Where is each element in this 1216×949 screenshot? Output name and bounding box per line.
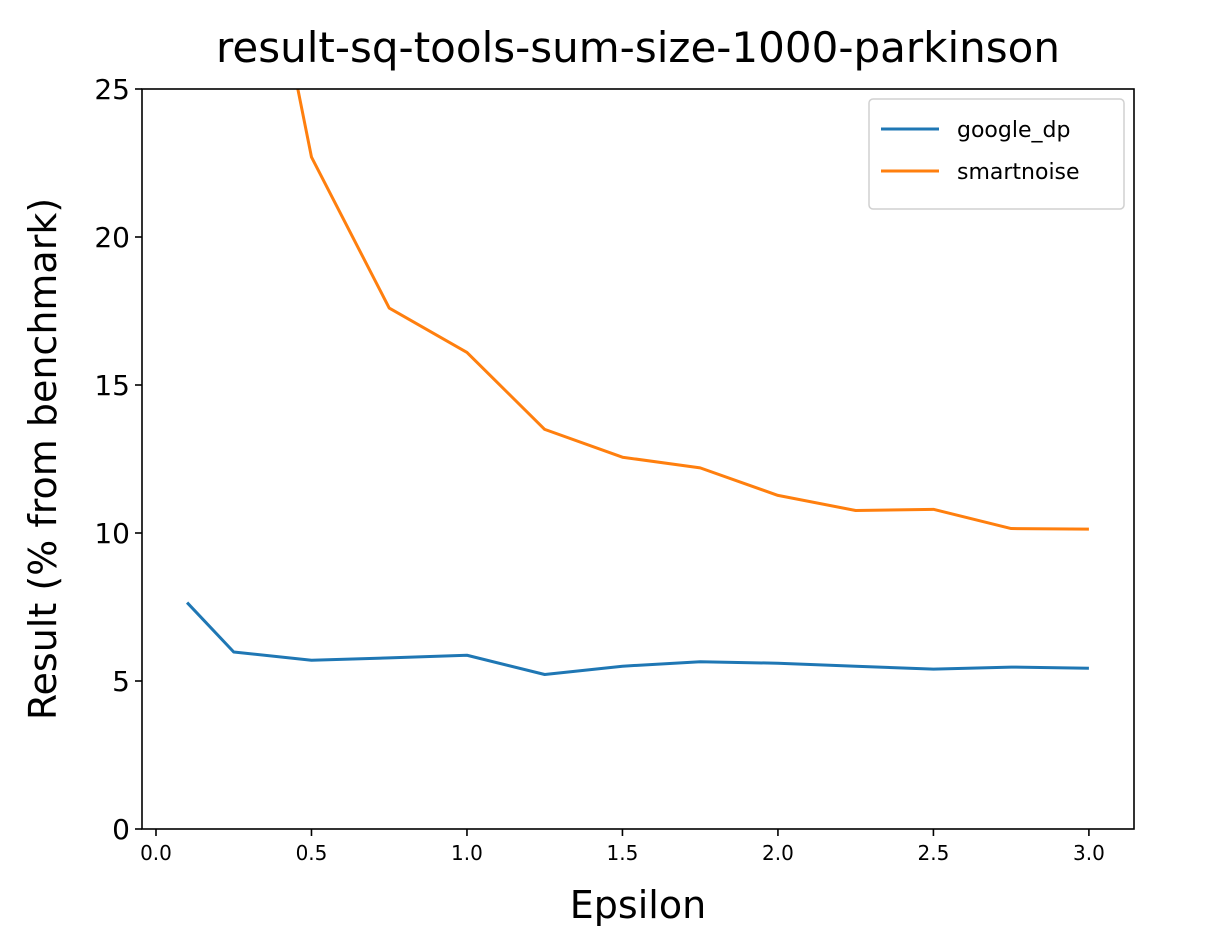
plot-lines: [186, 89, 1089, 676]
series-line: [296, 89, 1089, 531]
y-tick-label: 20: [94, 221, 130, 254]
x-tick-label: 1.0: [451, 841, 483, 865]
x-tick-label: 2.5: [918, 841, 950, 865]
x-axis-label: Epsilon: [570, 883, 706, 927]
plot-frame: [141, 88, 1135, 830]
legend-label: google_dp: [957, 118, 1070, 143]
y-tick-label: 0: [112, 813, 130, 846]
x-tick-label: 0.0: [140, 841, 172, 865]
x-tick-label: 0.5: [296, 841, 328, 865]
y-tick-label: 5: [112, 665, 130, 698]
x-tick-label: 1.5: [607, 841, 639, 865]
y-tick-label: 15: [94, 369, 130, 402]
x-tick-label: 3.0: [1073, 841, 1105, 865]
chart-title: result-sq-tools-sum-size-1000-parkinson: [216, 23, 1060, 72]
y-axis-label: Result (% from benchmark): [21, 198, 65, 720]
legend-label: smartnoise: [957, 160, 1080, 185]
y-tick-label: 10: [94, 517, 130, 550]
legend-box: [868, 98, 1125, 210]
series-line: [186, 601, 1089, 676]
x-tick-label: 2.0: [762, 841, 794, 865]
y-tick-label: 25: [94, 73, 130, 106]
